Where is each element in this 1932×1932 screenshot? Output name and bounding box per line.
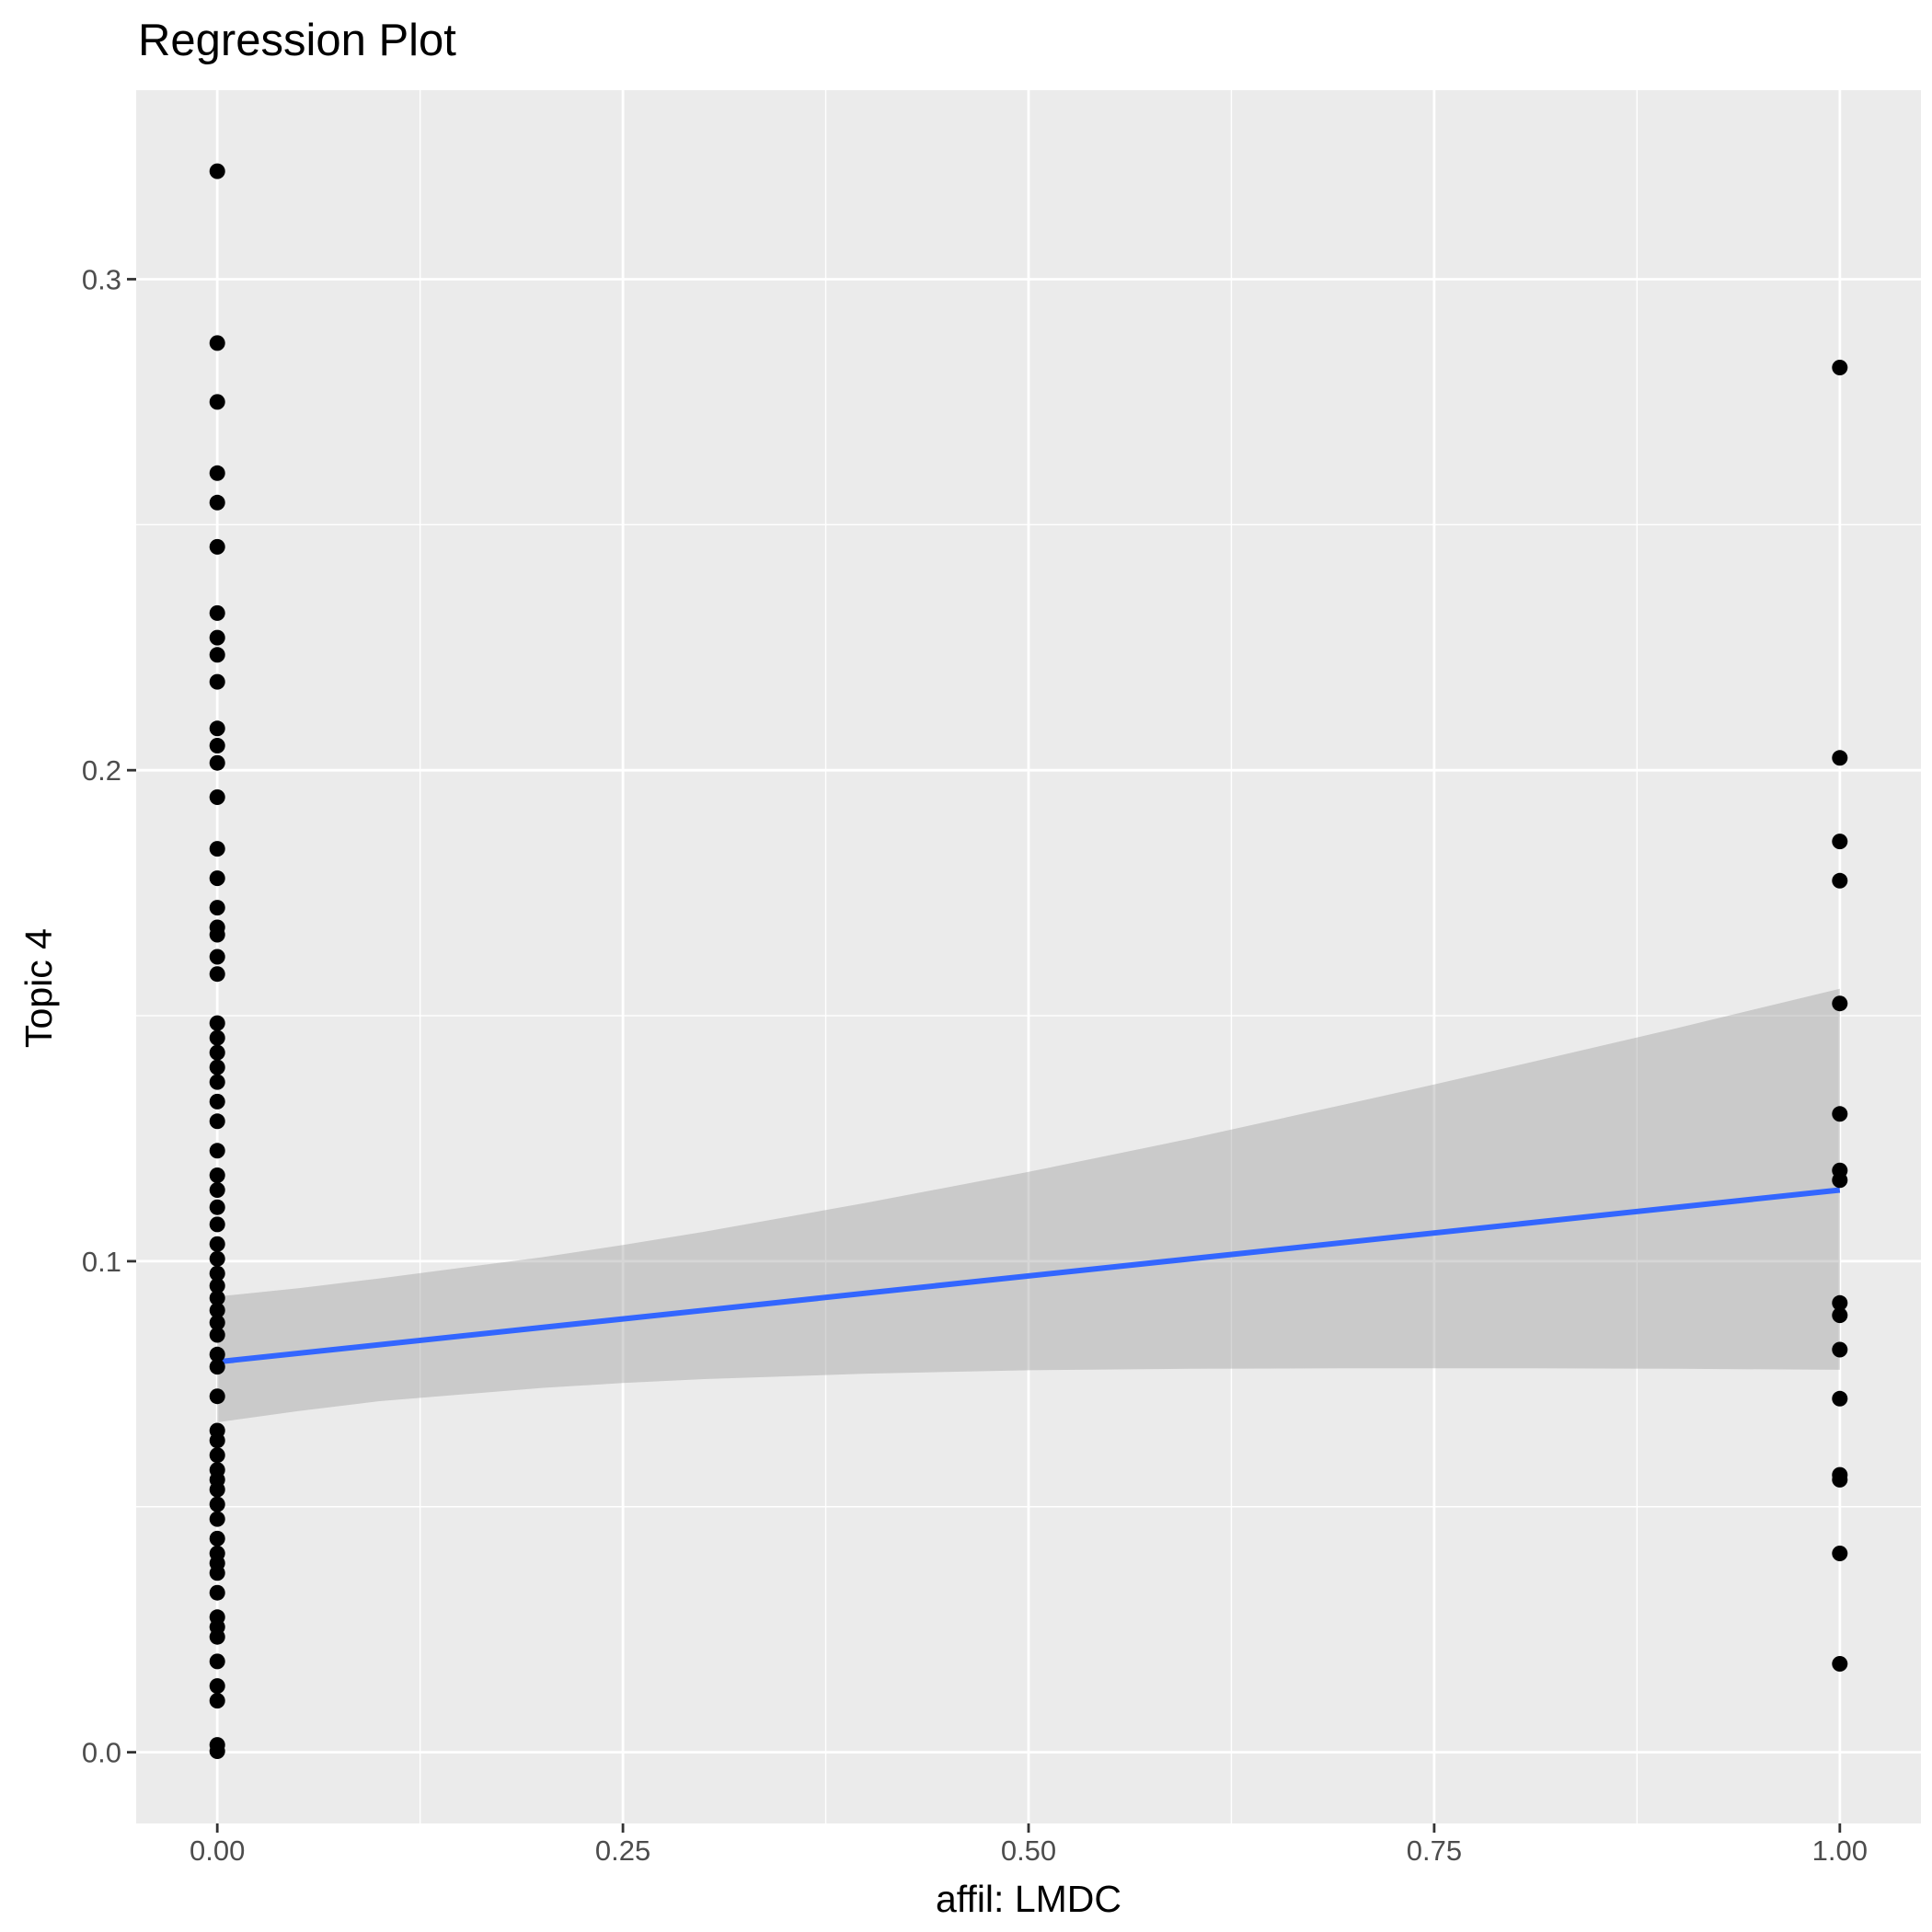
- axes: 0.00 0.25 0.50 0.75 1.00 0.0 0.1 0.2 0.3: [82, 263, 1868, 1867]
- data-point: [1832, 834, 1848, 850]
- data-point: [209, 1143, 225, 1159]
- data-point: [209, 926, 225, 943]
- data-point: [209, 629, 225, 646]
- data-point: [209, 1653, 225, 1670]
- data-point: [209, 465, 225, 481]
- data-point: [209, 1346, 225, 1363]
- data-point: [209, 1015, 225, 1031]
- data-point: [209, 1511, 225, 1527]
- data-point: [209, 1315, 225, 1331]
- data-point: [209, 841, 225, 857]
- x-tick-label: 0.50: [1001, 1834, 1056, 1867]
- data-point: [209, 1496, 225, 1512]
- data-point: [209, 1481, 225, 1498]
- data-point: [209, 1530, 225, 1547]
- data-point: [1832, 1390, 1848, 1407]
- data-point: [209, 604, 225, 621]
- data-point: [209, 1093, 225, 1110]
- data-point: [209, 1236, 225, 1252]
- confidence-band-layer: [217, 988, 1840, 1422]
- data-point: [209, 870, 225, 887]
- confidence-band: [217, 988, 1840, 1422]
- data-point: [209, 1044, 225, 1061]
- data-point: [209, 789, 225, 805]
- data-point: [209, 1029, 225, 1046]
- chart-title: Regression Plot: [138, 16, 456, 65]
- data-point: [1832, 1307, 1848, 1324]
- x-tick-label: 0.25: [595, 1834, 650, 1867]
- data-point: [209, 900, 225, 916]
- x-axis-title: affil: LMDC: [936, 1878, 1121, 1920]
- data-point: [209, 966, 225, 983]
- y-tick-label: 0.3: [82, 263, 121, 295]
- data-point: [209, 163, 225, 179]
- data-point: [209, 1199, 225, 1215]
- data-point: [209, 1447, 225, 1464]
- data-point: [209, 1743, 225, 1759]
- plot-panel: [136, 90, 1921, 1823]
- data-point: [209, 720, 225, 737]
- data-point: [209, 1432, 225, 1449]
- data-point: [209, 538, 225, 555]
- data-point: [209, 1565, 225, 1581]
- data-point: [1832, 872, 1848, 889]
- data-point: [209, 394, 225, 410]
- data-point: [209, 1290, 225, 1306]
- data-point: [1832, 1471, 1848, 1488]
- data-point: [209, 1113, 225, 1130]
- regression-line: [216, 1187, 1841, 1365]
- data-point: [1832, 1656, 1848, 1672]
- data-point: [209, 1388, 225, 1405]
- data-point: [1832, 1106, 1848, 1122]
- x-tick-label: 0.00: [190, 1834, 245, 1867]
- data-point: [1832, 360, 1848, 375]
- data-point: [1832, 750, 1848, 766]
- data-point: [209, 1327, 225, 1343]
- data-point: [209, 754, 225, 771]
- data-point: [1832, 1294, 1848, 1311]
- data-point: [1832, 1172, 1848, 1189]
- regression-line-layer: [216, 1187, 1841, 1365]
- data-point: [209, 1265, 225, 1282]
- data-point: [209, 673, 225, 690]
- x-tick-label: 0.75: [1407, 1834, 1462, 1867]
- y-tick-label: 0.2: [82, 754, 121, 787]
- y-tick-label: 0.1: [82, 1246, 121, 1278]
- data-point: [209, 1250, 225, 1267]
- data-point: [1832, 995, 1848, 1012]
- data-point: [209, 1059, 225, 1075]
- data-point: [209, 1584, 225, 1601]
- data-point: [209, 494, 225, 511]
- x-tick-label: 1.00: [1812, 1834, 1868, 1867]
- data-point: [209, 335, 225, 351]
- data-point: [209, 1278, 225, 1294]
- data-point: [209, 949, 225, 965]
- data-point: [209, 1302, 225, 1318]
- data-point: [209, 647, 225, 663]
- data-point: [209, 738, 225, 753]
- data-point: [209, 1628, 225, 1645]
- y-axis-title: Topic 4: [17, 928, 60, 1048]
- data-point: [1832, 1341, 1848, 1358]
- data-point: [209, 1678, 225, 1695]
- y-tick-label: 0.0: [82, 1737, 121, 1769]
- data-point: [209, 1359, 225, 1375]
- data-point: [209, 1693, 225, 1709]
- data-point: [209, 1182, 225, 1198]
- data-points-layer: [209, 163, 1848, 1759]
- data-point: [209, 1074, 225, 1090]
- data-point: [209, 1167, 225, 1183]
- data-point: [1832, 1546, 1848, 1561]
- data-point: [209, 1216, 225, 1233]
